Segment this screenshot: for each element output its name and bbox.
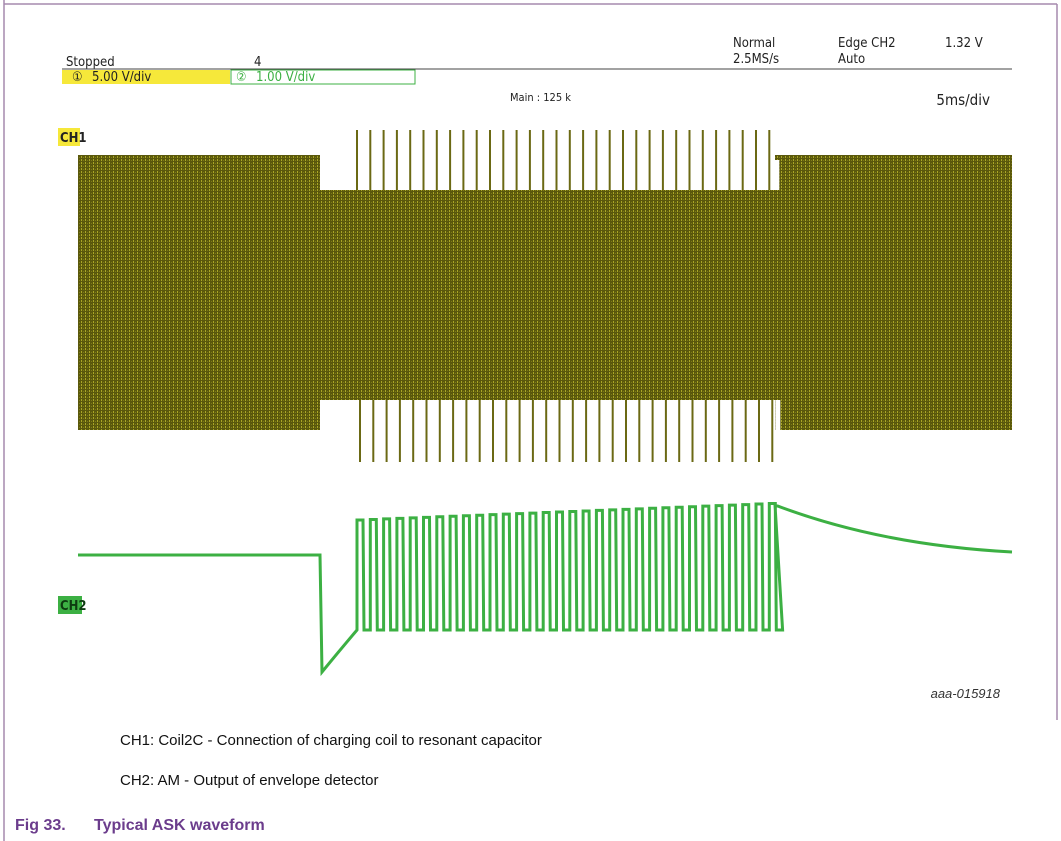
- gap: [721, 160, 726, 190]
- gap: [722, 400, 727, 430]
- gap: [601, 160, 606, 190]
- gap: [389, 160, 394, 190]
- gap: [456, 400, 461, 430]
- gap: [761, 160, 766, 190]
- gap: [668, 160, 673, 190]
- ch2-waveform: [78, 504, 1012, 672]
- ch1-label: CH1: [60, 131, 87, 146]
- figure-title: Typical ASK waveform: [94, 817, 265, 834]
- gap: [629, 400, 634, 430]
- figure-id: aaa-015918: [931, 686, 1001, 701]
- acq-count: 4: [254, 55, 261, 70]
- ch2-marker: ②: [236, 70, 247, 85]
- gap: [430, 400, 435, 430]
- gap: [709, 400, 714, 430]
- gap: [602, 400, 607, 430]
- ch2-trace: [78, 504, 1012, 672]
- gap: [403, 400, 408, 430]
- legend-ch2: CH2: AM - Output of envelope detector: [120, 772, 378, 789]
- mode: Normal: [733, 36, 775, 51]
- trigger-level: 1.32 V: [945, 36, 983, 51]
- gap: [468, 160, 473, 190]
- gap: [695, 160, 700, 190]
- gap: [548, 160, 553, 190]
- gap: [390, 400, 395, 430]
- gap: [774, 160, 779, 190]
- gap: [628, 160, 633, 190]
- gap: [363, 400, 368, 430]
- gap: [616, 400, 621, 430]
- gap: [455, 160, 460, 190]
- gap: [562, 160, 567, 190]
- gap: [508, 160, 513, 190]
- gap: [429, 160, 434, 190]
- ch1-marker: ①: [72, 70, 83, 85]
- status: Stopped: [66, 55, 115, 70]
- gap: [656, 400, 661, 430]
- gap: [416, 400, 421, 430]
- gap: [682, 400, 687, 430]
- gap: [496, 400, 501, 430]
- gap: [483, 400, 488, 430]
- timebase: 5ms/div: [936, 91, 990, 109]
- gap: [655, 160, 660, 190]
- gap: [442, 160, 447, 190]
- gap: [482, 160, 487, 190]
- gap: [681, 160, 686, 190]
- gap: [669, 400, 674, 430]
- gap: [509, 400, 514, 430]
- gap: [748, 160, 753, 190]
- sample-rate: 2.5MS/s: [733, 52, 779, 67]
- gap: [549, 400, 554, 430]
- gap: [402, 160, 407, 190]
- gap: [775, 400, 780, 430]
- gap: [735, 400, 740, 430]
- gap: [522, 160, 527, 190]
- gap: [443, 400, 448, 430]
- gap: [536, 400, 541, 430]
- gap: [696, 400, 701, 430]
- gap: [575, 160, 580, 190]
- gap: [642, 400, 647, 430]
- gap: [535, 160, 540, 190]
- gap: [588, 160, 593, 190]
- legend-ch1: CH1: Coil2C - Connection of charging coi…: [120, 732, 542, 749]
- gap: [708, 160, 713, 190]
- gap: [415, 160, 420, 190]
- gap: [495, 160, 500, 190]
- gap: [375, 160, 380, 190]
- gap: [589, 400, 594, 430]
- ch1-scale: 5.00 V/div: [92, 70, 151, 85]
- gap: [376, 400, 381, 430]
- figure-page: Stopped 4 Normal 2.5MS/s Edge CH2 1.32 V…: [0, 0, 1061, 841]
- gap: [563, 400, 568, 430]
- ch1-waveform: [78, 130, 1012, 462]
- gap: [576, 400, 581, 430]
- gap: [469, 400, 474, 430]
- trigger: Edge CH2: [838, 36, 896, 51]
- gap: [523, 400, 528, 430]
- zoom: Main : 125 k: [510, 91, 571, 104]
- gap: [641, 160, 646, 190]
- gap: [749, 400, 754, 430]
- gap: [362, 160, 367, 190]
- figure-number: Fig 33.: [15, 817, 66, 834]
- gap: [734, 160, 739, 190]
- trigger-mode: Auto: [838, 52, 865, 67]
- ch2-scale: 1.00 V/div: [256, 70, 315, 85]
- gap: [615, 160, 620, 190]
- gap: [762, 400, 767, 430]
- ch2-label: CH2: [60, 599, 87, 614]
